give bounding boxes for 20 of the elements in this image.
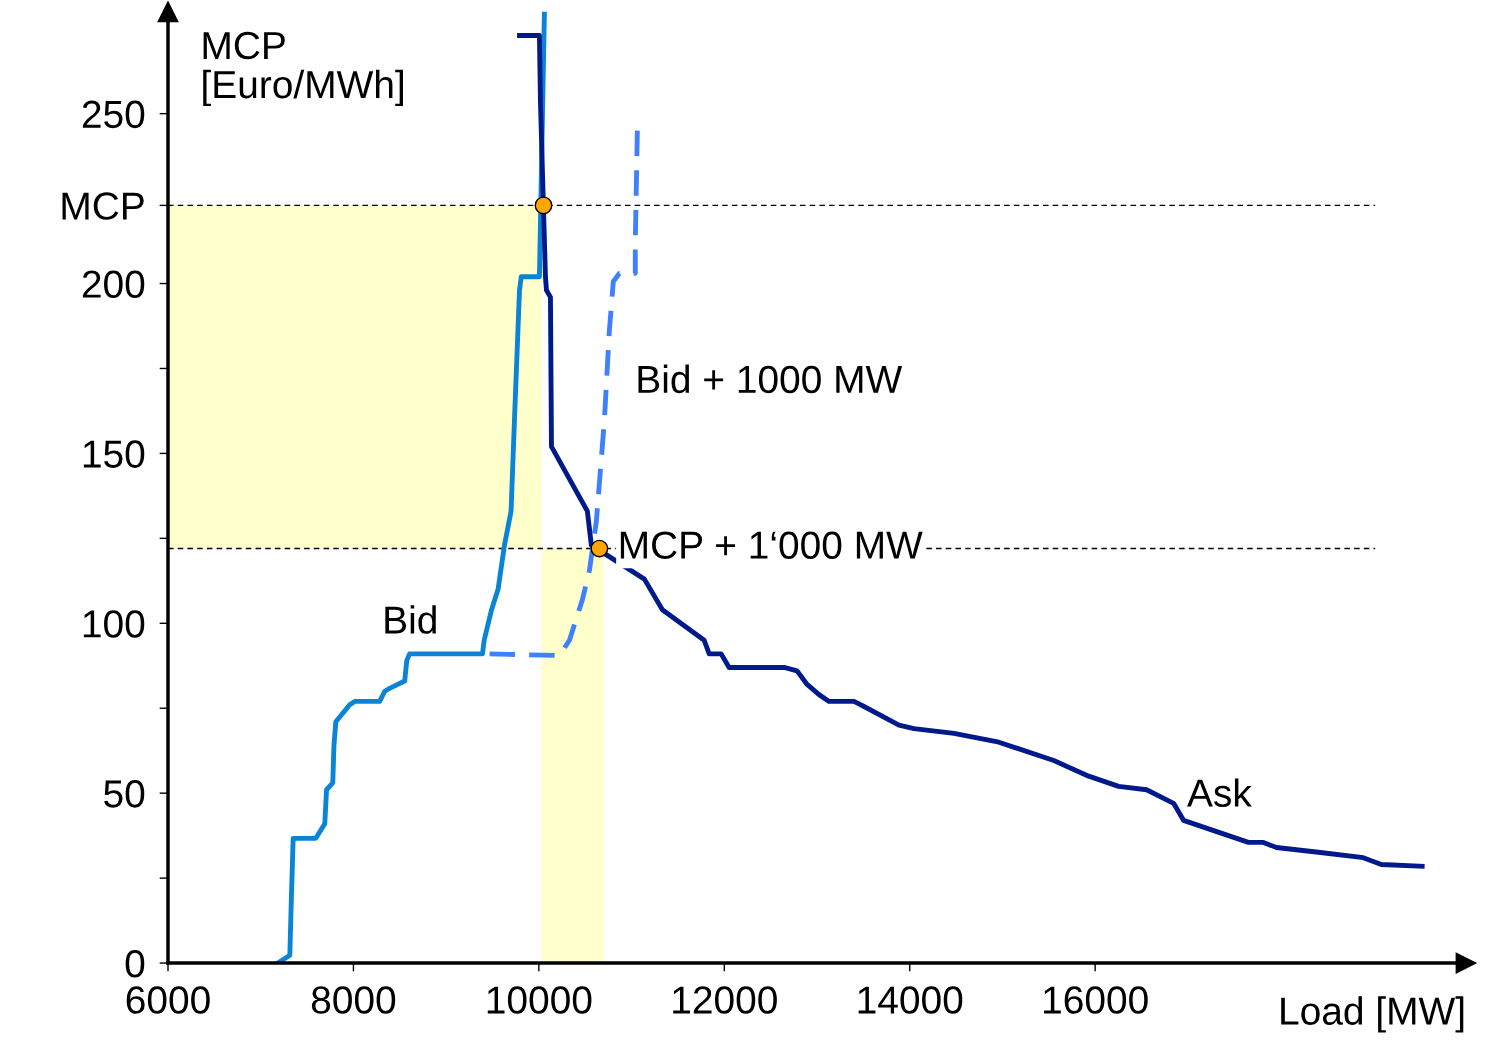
y-tick-label: 100 [83,610,145,638]
x-tick-label: 16000 [1044,986,1148,1014]
y-tick-label: 150 [83,440,145,468]
y-tick-label: 0 [125,949,145,978]
x-tick-label: 14000 [858,986,963,1014]
x-axis-title: Load [MW] [1281,996,1464,1033]
x-tick-label: 10000 [487,986,592,1014]
y-axis-title: MCP [Euro/MWh] [203,31,403,107]
y-tick-label: 250 [82,100,145,129]
line-series [517,33,1425,869]
y-tick-label: MCP [62,192,144,220]
y-tick-label: 50 [104,780,145,808]
series-label: Ask [1187,778,1252,807]
y-tick-label: 200 [82,270,145,299]
x-tick-label: 6000 [126,986,210,1014]
ref-line-label: MCP + 1‘000 MW [620,531,923,559]
series-label: Bid [385,605,436,634]
x-tick-label: 12000 [673,986,777,1014]
x-tick-label: 8000 [311,986,396,1014]
series-label: Bid + 1000 MW [638,364,903,394]
